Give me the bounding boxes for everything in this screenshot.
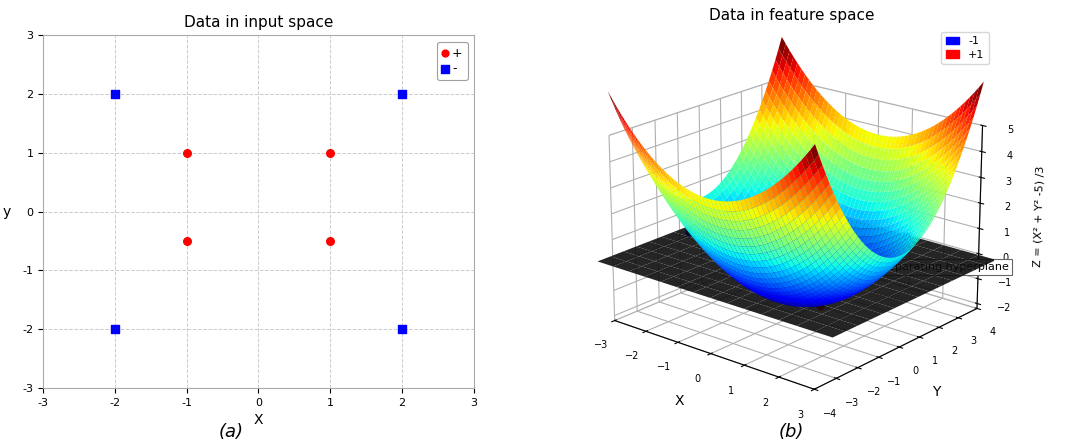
- <box>393 326 410 333</box>
- <box>393 90 410 97</box>
- <box>107 326 124 333</box>
Text: (b): (b) <box>779 422 805 441</box>
Legend: -1, +1: -1, +1 <box>941 32 989 64</box>
Text: y: y <box>3 205 11 219</box>
+ <box>178 238 195 245</box>
Legend: +, -: +, - <box>437 41 467 80</box>
+ <box>322 238 339 245</box>
X-axis label: X: X <box>254 413 263 427</box>
- <box>107 90 124 97</box>
+ <box>322 149 339 157</box>
Title: Data in input space: Data in input space <box>184 15 333 30</box>
+ <box>178 149 195 157</box>
Title: Data in feature space: Data in feature space <box>709 7 875 22</box>
Y-axis label: Y: Y <box>933 385 940 399</box>
X-axis label: X: X <box>674 394 684 408</box>
Text: Separating hyperplane: Separating hyperplane <box>881 262 1009 272</box>
Text: (a): (a) <box>219 422 244 441</box>
